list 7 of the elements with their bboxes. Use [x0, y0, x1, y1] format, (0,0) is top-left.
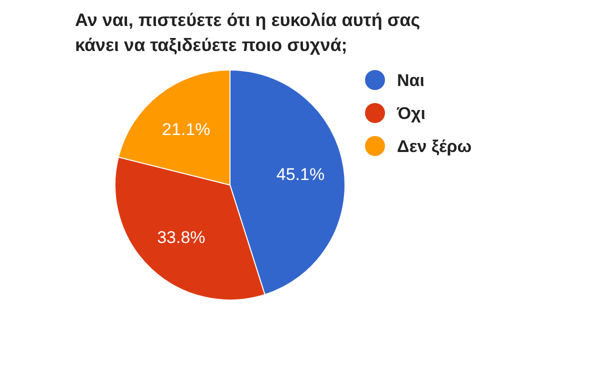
legend-label: Όχι [396, 104, 426, 123]
data-label: 21.1% [162, 120, 210, 139]
legend-label: Δεν ξέρω [397, 136, 472, 156]
data-label: 45.1% [276, 165, 325, 184]
legend-label: Ναι [397, 70, 425, 90]
data-label: 33.8% [157, 228, 206, 247]
chart-title: Αν ναι, πιστεύετε ότι η ευκολία αυτή σας κάνει να ταξιδεύετε ποιο συχνά; [75, 10, 420, 55]
